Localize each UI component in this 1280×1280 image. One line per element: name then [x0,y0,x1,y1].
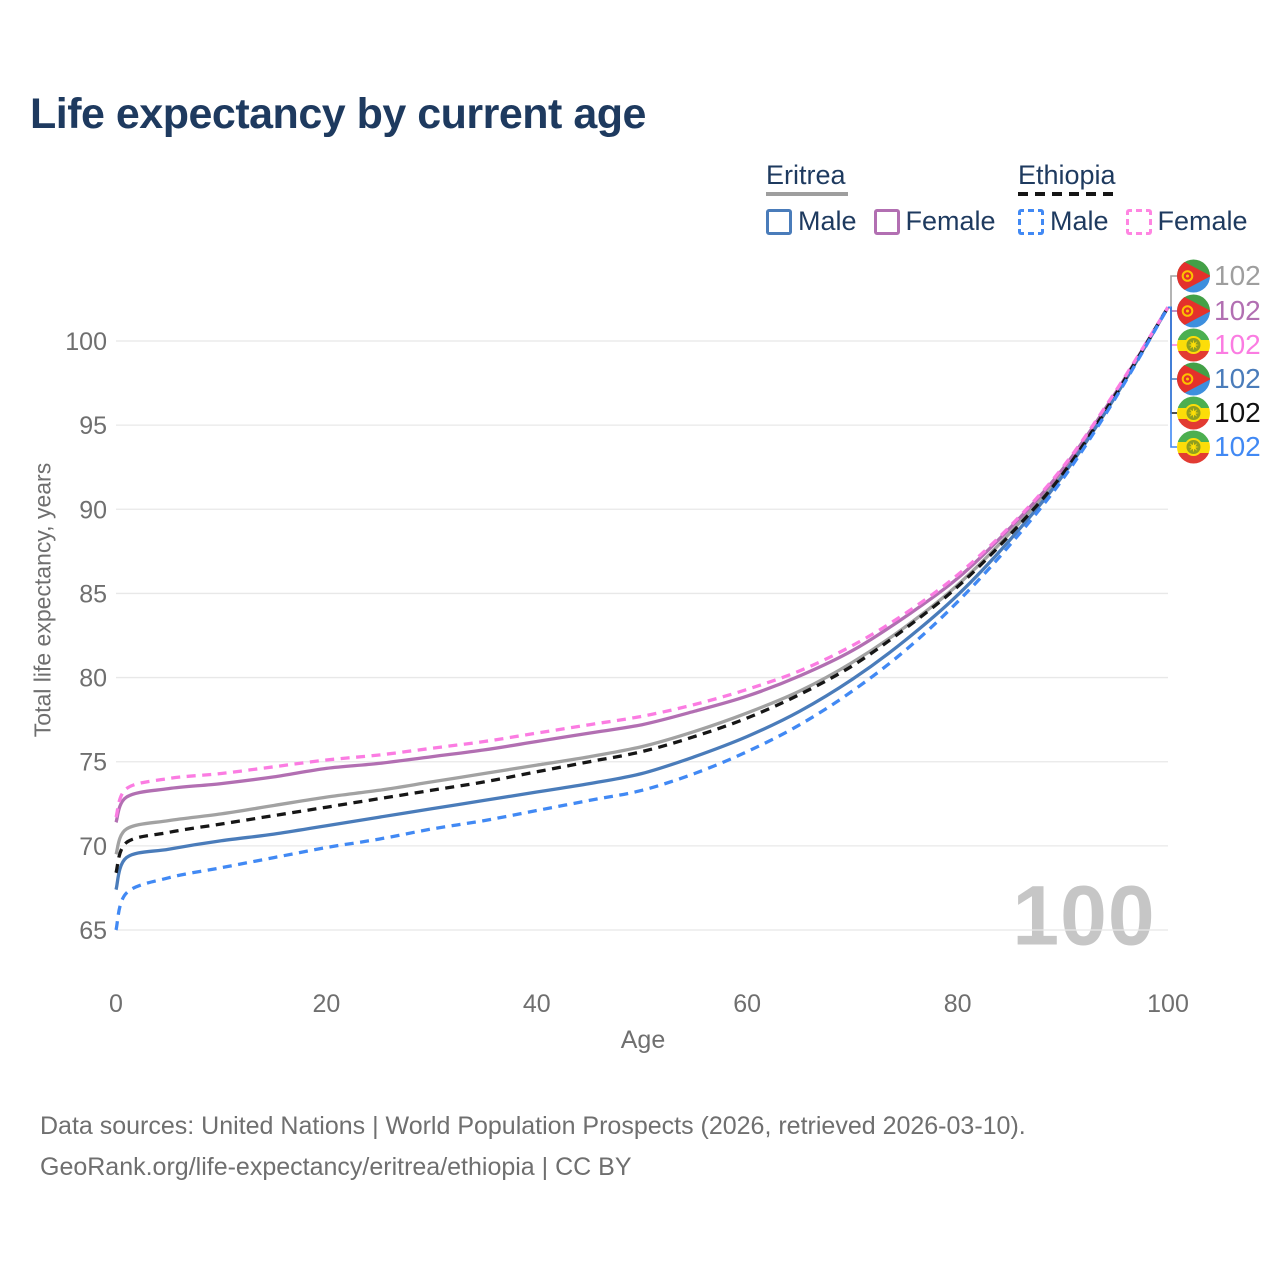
series-end-value: 102 [1214,329,1261,360]
data-sources-line: Data sources: United Nations | World Pop… [40,1112,1026,1140]
checkbox-icon [1018,208,1044,235]
x-tick-label: 100 [1147,990,1189,1018]
x-axis-title: Age [620,1026,666,1054]
leader-line [1168,306,1177,414]
legend-group-ethiopia: Ethiopia Male Female [1018,160,1248,237]
series-end-value: 102 [1214,431,1261,462]
footer: Data sources: United Nations | World Pop… [40,1106,1026,1188]
y-tick-label: 100 [65,328,107,356]
attribution-line: GeoRank.org/life-expectancy/eritrea/ethi… [40,1153,632,1181]
series-end-value: 102 [1214,260,1261,291]
legend-row: Male Female [766,206,996,237]
series-line-eritrea-male[interactable] [114,306,1170,891]
series-line-ethiopia-male[interactable] [114,306,1170,931]
leader-line [1168,306,1177,380]
series-end-value: 102 [1214,363,1261,394]
y-tick-label: 80 [79,665,107,693]
legend-item-label: Female [905,206,996,236]
x-tick-label: 0 [109,990,123,1018]
page-title: Life expectancy by current age [30,90,646,138]
legend-group-eritrea: Eritrea Male Female [766,160,996,237]
leader-line [1168,275,1177,309]
y-tick-label: 70 [79,833,107,861]
x-tick-label: 60 [733,990,761,1018]
x-tick-label: 20 [312,990,340,1018]
legend-item-label: Male [1050,206,1109,236]
y-tick-label: 90 [79,496,107,524]
checkbox-icon [766,208,792,235]
y-tick-label: 85 [79,580,107,608]
checkbox-icon [1125,208,1152,235]
age-indicator-watermark: 100 [1012,868,1156,963]
chart-legend: Eritrea Male Female Ethiopia Male [0,160,1280,250]
series-end-value: 102 [1214,397,1261,428]
ethiopia-flag-icon [1177,430,1210,464]
legend-item-ethiopia-female[interactable]: Female [1125,206,1248,237]
y-tick-label: 95 [79,412,107,440]
eritrea-flag-icon [1177,362,1210,396]
legend-item-eritrea-female[interactable]: Female [873,206,996,237]
y-tick-label: 65 [79,917,107,945]
series-line-eritrea-total[interactable] [114,306,1170,855]
legend-item-label: Male [798,206,857,236]
series-line-ethiopia-female[interactable] [114,306,1170,818]
y-tick-label: 75 [79,749,107,777]
legend-item-eritrea-male[interactable]: Male [766,206,857,237]
ethiopia-flag-icon [1177,328,1210,362]
ethiopia-dashed-line-sample [1018,192,1116,196]
legend-item-ethiopia-male[interactable]: Male [1018,206,1109,237]
eritrea-solid-line-sample [766,192,848,196]
legend-item-label: Female [1157,206,1248,236]
checkbox-icon [873,208,900,235]
legend-country-ethiopia: Ethiopia [1018,160,1116,190]
ethiopia-flag-icon [1177,396,1210,430]
eritrea-flag-icon [1177,294,1210,328]
leader-line [1168,306,1177,346]
series-end-value: 102 [1214,295,1261,326]
x-tick-label: 40 [523,990,551,1018]
leader-line [1168,306,1177,448]
series-line-ethiopia-total[interactable] [114,306,1170,874]
legend-row: Male Female [1018,206,1248,237]
eritrea-flag-icon [1177,259,1210,293]
legend-country-eritrea: Eritrea [766,160,846,190]
series-line-eritrea-female[interactable] [114,306,1170,823]
x-tick-label: 80 [944,990,972,1018]
